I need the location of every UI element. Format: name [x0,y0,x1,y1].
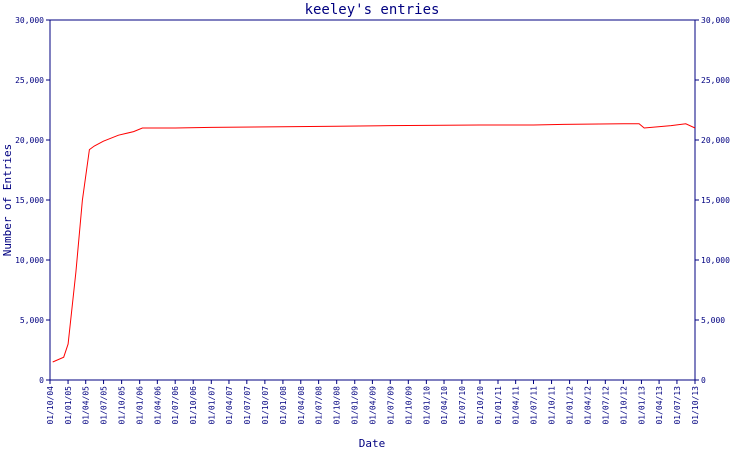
y-axis-left: 0 5,000 10,000 15,000 20,000 25,000 30,000 [15,16,50,385]
x-axis: 01/10/04 01/01/05 01/04/05 01/07/05 01/10/05… [46,380,700,425]
y-tick-label: 25,000 [15,76,44,85]
x-tick-label: 01/07/08 [315,386,324,425]
x-axis-label: Date [359,437,386,450]
x-tick-label: 01/01/06 [136,386,145,425]
x-tick-label: 01/01/12 [566,386,575,425]
x-tick-label: 01/07/10 [458,386,467,425]
x-tick-label: 01/04/05 [82,386,91,425]
x-tick-label: 01/04/10 [440,386,449,425]
x-tick-label: 01/07/09 [386,386,395,425]
x-tick-label: 01/01/07 [207,386,216,425]
x-tick-label: 01/10/06 [189,386,198,425]
y-tick-label-right: 20,000 [701,136,730,145]
y-tick-label: 30,000 [15,16,44,25]
y-tick-label: 0 [39,376,44,385]
y-tick-label: 20,000 [15,136,44,145]
x-tick-label: 01/01/05 [64,386,73,425]
x-tick-label: 01/01/13 [637,386,646,425]
x-tick-label: 01/10/10 [476,386,485,425]
x-tick-label: 01/04/08 [297,386,306,425]
x-tick-label: 01/04/11 [512,386,521,425]
x-tick-label: 01/01/11 [494,386,503,425]
y-tick-label-right: 30,000 [701,16,730,25]
x-tick-label: 01/10/04 [46,386,55,425]
x-tick-label: 01/04/13 [655,386,664,425]
series-line [52,123,696,363]
y-tick-label: 15,000 [15,196,44,205]
y-tick-label-right: 15,000 [701,196,730,205]
x-tick-label: 01/07/05 [100,386,109,425]
y-tick-label-right: 0 [701,376,706,385]
x-tick-label: 01/01/10 [422,386,431,425]
x-tick-label: 01/04/09 [368,386,377,425]
y-tick-label-right: 10,000 [701,256,730,265]
x-tick-label: 01/07/11 [530,386,539,425]
y-tick-label-right: 25,000 [701,76,730,85]
x-tick-label: 01/04/07 [225,386,234,425]
x-tick-label: 01/10/08 [333,386,342,425]
y-tick-label-right: 5,000 [701,316,725,325]
x-tick-label: 01/07/13 [673,386,682,425]
y-axis-label: Number of Entries [1,144,14,257]
x-tick-label: 01/04/06 [153,386,162,425]
x-tick-label: 01/01/09 [351,386,360,425]
x-tick-label: 01/07/06 [171,386,180,425]
x-tick-label: 01/07/07 [243,386,252,425]
chart-title: keeley's entries [305,2,440,18]
y-tick-label: 10,000 [15,256,44,265]
x-tick-label: 01/10/07 [261,386,270,425]
x-tick-label: 01/10/13 [691,386,700,425]
x-tick-label: 01/07/12 [601,386,610,425]
x-tick-label: 01/10/11 [548,386,557,425]
y-tick-label: 5,000 [20,316,44,325]
x-tick-label: 01/10/12 [619,386,628,425]
x-tick-label: 01/10/09 [404,386,413,425]
x-tick-label: 01/04/12 [583,386,592,425]
x-tick-label: 01/01/08 [279,386,288,425]
y-axis-right: 0 5,000 10,000 15,000 20,000 25,000 30,000 [695,16,730,385]
x-tick-label: 01/10/05 [118,386,127,425]
plot-frame [49,19,696,381]
